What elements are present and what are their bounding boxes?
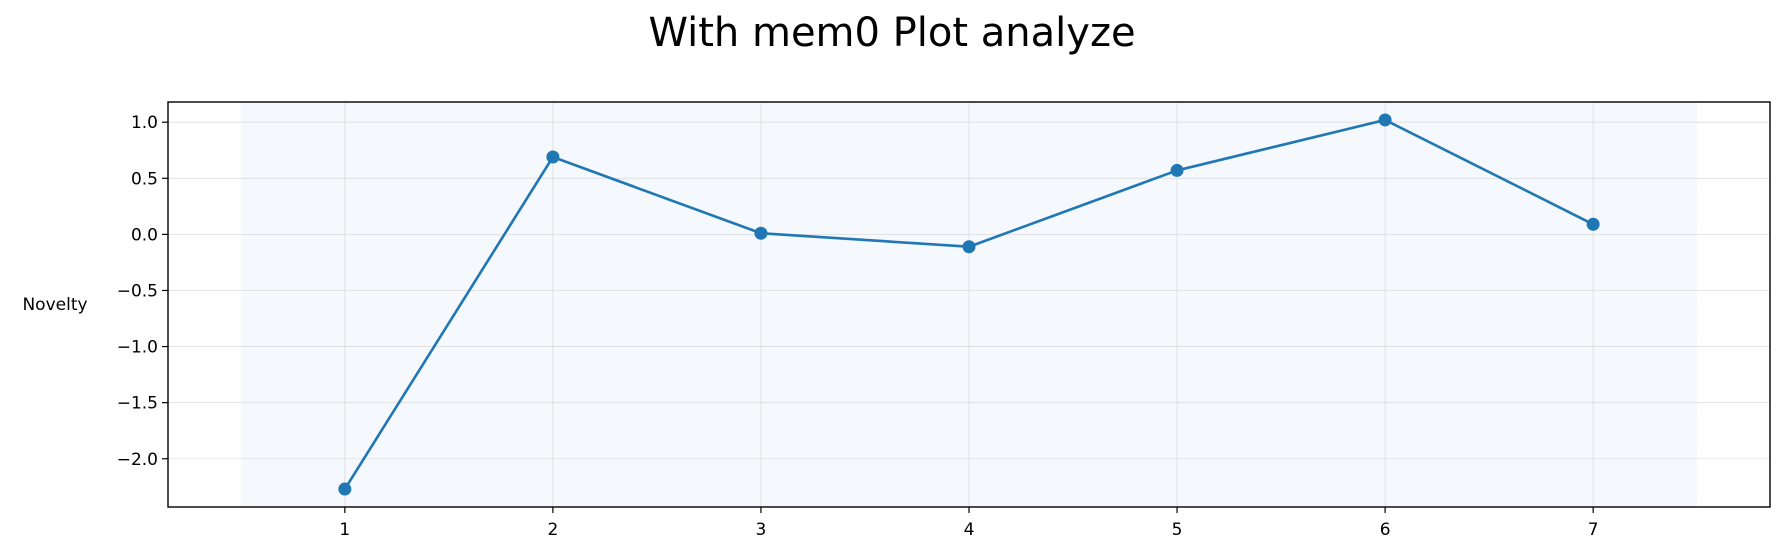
x-tick-label: 3 (756, 520, 767, 540)
x-tick-label: 1 (339, 520, 350, 540)
x-tick-label: 7 (1588, 520, 1599, 540)
data-point (754, 226, 768, 240)
x-tick-label: 2 (547, 520, 558, 540)
chart-title: With mem0 Plot analyze (648, 10, 1135, 56)
data-point (1586, 217, 1600, 231)
data-point (338, 482, 352, 496)
y-tick-label: 0.0 (131, 225, 158, 245)
data-point (1378, 113, 1392, 127)
data-point (962, 240, 976, 254)
y-tick-label: −1.0 (117, 338, 158, 358)
x-tick-label: 4 (964, 520, 975, 540)
y-tick-label: 0.5 (131, 169, 158, 189)
data-point (1170, 163, 1184, 177)
y-tick-label: −1.5 (117, 394, 158, 414)
plot-area: 1 2 3 4 5 6 7 1.0 0.5 0.0 −0.5 −1.0 −1.5 −2.0 (117, 101, 1771, 540)
y-tick-label: −2.0 (117, 450, 158, 470)
y-axis-label: Novelty (22, 295, 87, 315)
y-tick-label: −0.5 (117, 281, 158, 301)
data-point (546, 150, 560, 164)
x-tick-label: 6 (1380, 520, 1391, 540)
y-tick-label: 1.0 (131, 113, 158, 133)
x-tick-label: 5 (1172, 520, 1183, 540)
